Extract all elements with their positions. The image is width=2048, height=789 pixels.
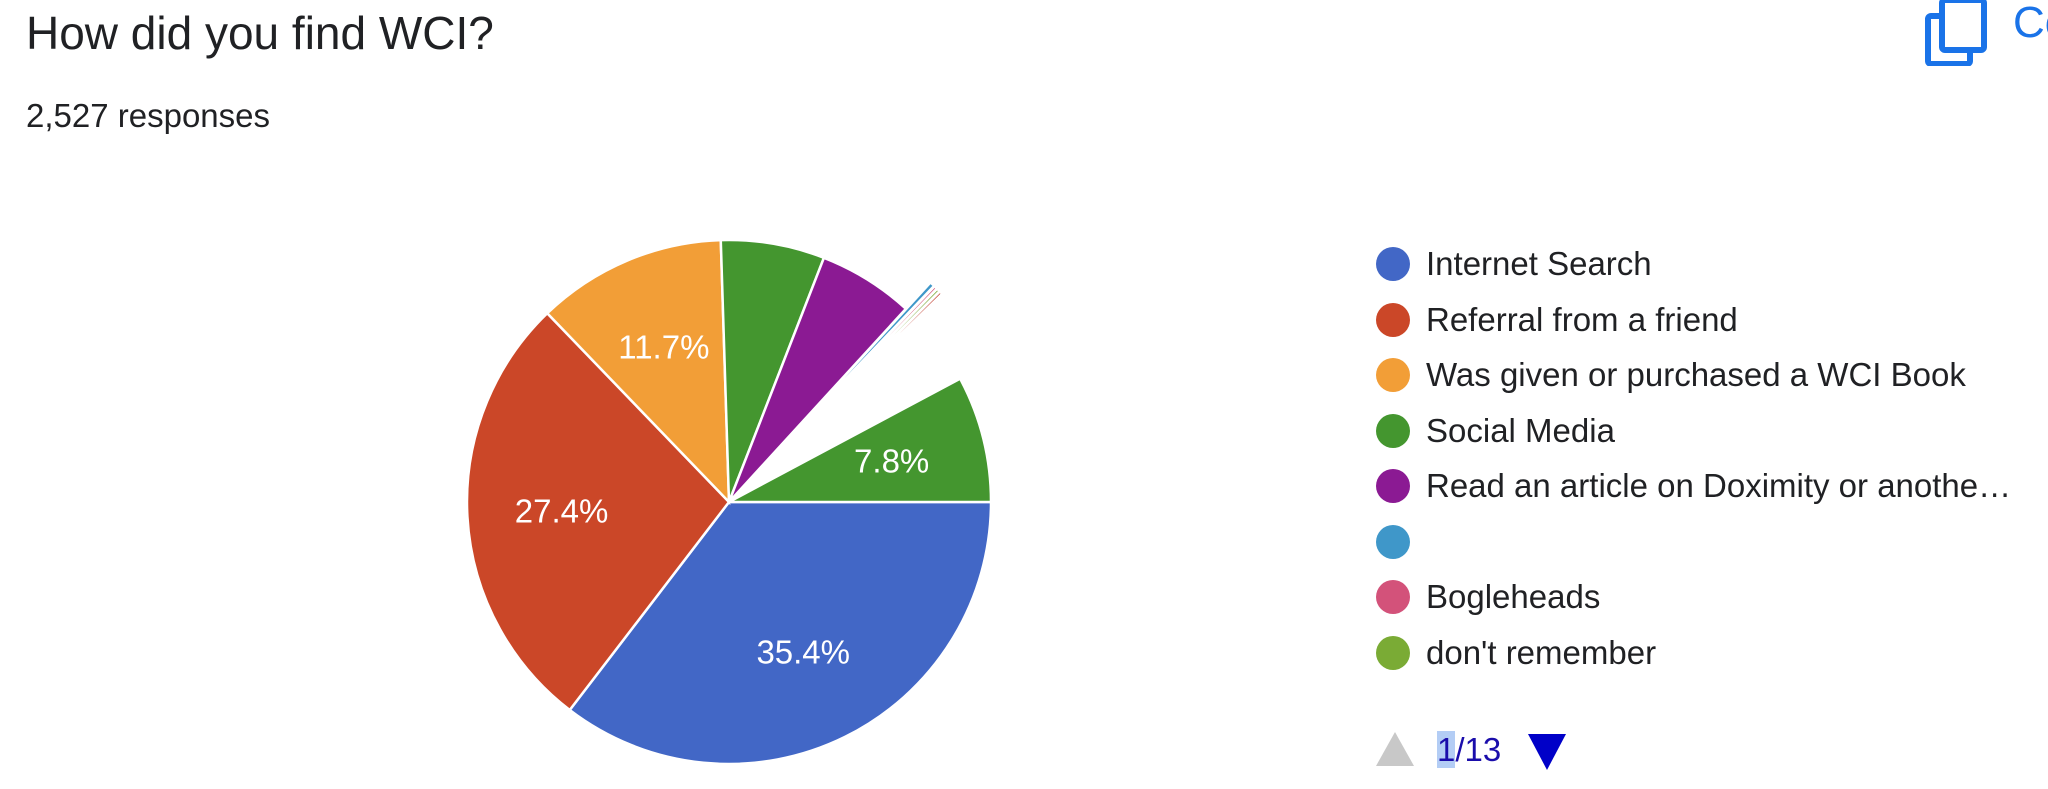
slice-percent-label: 7.8%: [854, 442, 929, 479]
legend-pager: 1/13: [1376, 728, 1596, 784]
legend-label: Was given or purchased a WCI Book: [1426, 356, 1966, 393]
pie-slice[interactable]: [465, 311, 731, 712]
page-current: 1: [1437, 731, 1456, 768]
copy-label: Co: [2013, 0, 2048, 47]
legend-item[interactable]: [1376, 514, 2048, 570]
legend-label: Internet Search: [1426, 245, 1652, 282]
legend-label: Read an article on Doximity or anothe…: [1426, 467, 2012, 504]
page-indicator: 1/13: [1437, 728, 1501, 772]
legend-item[interactable]: Read an article on Doximity or anothe…: [1376, 458, 2048, 514]
previous-page-arrow-icon[interactable]: [1376, 732, 1414, 766]
copy-chart-button[interactable]: Co: [1918, 0, 2048, 66]
pie-slice[interactable]: [567, 500, 993, 766]
legend-color-dot: [1376, 413, 1410, 448]
legend-color-dot: [1376, 358, 1410, 392]
legend-color-dot: [1376, 247, 1410, 281]
legend-item[interactable]: Referral from a friend: [1376, 292, 2048, 348]
pie-slice[interactable]: [545, 238, 731, 506]
legend-item[interactable]: don't remember: [1376, 625, 2048, 681]
pie-slice[interactable]: [758, 297, 990, 481]
copy-icon: [1925, 0, 1987, 66]
slice-percent-label: 11.7%: [618, 328, 709, 365]
legend-item[interactable]: Internet Search: [1376, 236, 2048, 292]
slice-percent-label: 27.4%: [515, 492, 609, 529]
legend-label: Bogleheads: [1426, 578, 1601, 615]
page-total: /13: [1455, 731, 1502, 768]
pie-slice[interactable]: [728, 376, 993, 504]
legend-item[interactable]: Was given or purchased a WCI Book: [1376, 347, 2048, 403]
slice-percent-label: 35.4%: [756, 633, 850, 670]
chart-title: How did you find WCI?: [26, 7, 494, 59]
legend-label: Referral from a friend: [1426, 300, 1738, 338]
legend-color-dot: [1376, 302, 1410, 337]
legend-color-dot: [1376, 524, 1410, 559]
response-count: 2,527 responses: [26, 97, 271, 134]
legend-color-dot: [1376, 469, 1410, 503]
legend-label: don't remember: [1426, 633, 1657, 671]
pie-slice[interactable]: [753, 289, 944, 478]
legend-item[interactable]: Social Media: [1376, 403, 2048, 459]
next-page-arrow-icon[interactable]: [1528, 734, 1566, 770]
legend-color-dot: [1376, 635, 1410, 670]
legend-item[interactable]: Bogleheads: [1376, 569, 2048, 625]
legend-color-dot: [1376, 580, 1410, 614]
legend-label: Social Media: [1426, 411, 1615, 449]
